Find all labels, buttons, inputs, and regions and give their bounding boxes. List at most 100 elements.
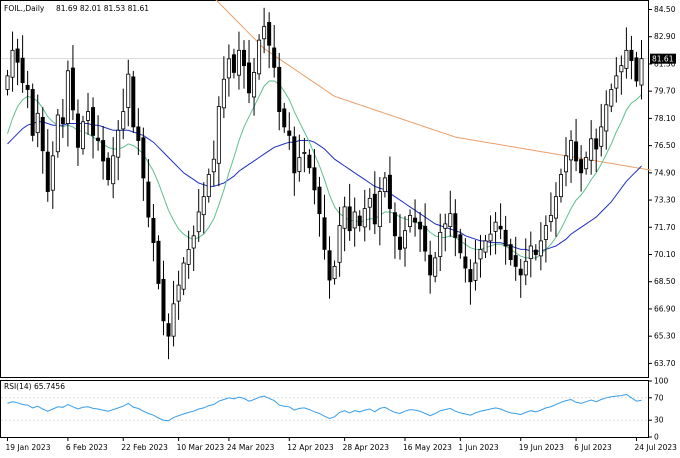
candle-body-up bbox=[448, 213, 453, 227]
price-tick-label: 76.50 bbox=[654, 141, 676, 150]
candle-body-down bbox=[241, 49, 246, 67]
candle-body-up bbox=[564, 155, 569, 173]
candle-body-up bbox=[337, 225, 342, 263]
candle-body-up bbox=[332, 266, 337, 280]
date-axis: 19 Jan 2023 6 Feb 2023 22 Feb 2023 10 Mar 2… bbox=[6, 437, 677, 452]
price-tick-label: 78.10 bbox=[654, 114, 676, 123]
candle-body-down bbox=[25, 84, 30, 90]
candle-body-down bbox=[423, 225, 428, 252]
candle-body-down bbox=[287, 130, 292, 136]
candle-body-down bbox=[146, 181, 151, 218]
candle-body-down bbox=[231, 54, 236, 73]
candle-body-down bbox=[503, 229, 508, 247]
date-tick-label: 12 Apr 2023 bbox=[287, 443, 334, 452]
candle-body-down bbox=[292, 136, 297, 174]
rsi-tick-label: 100 bbox=[654, 377, 669, 386]
price-tick-label: 63.70 bbox=[654, 359, 676, 368]
candle-body-up bbox=[604, 104, 609, 132]
candle-body-up bbox=[438, 231, 443, 257]
candles bbox=[5, 7, 644, 360]
candle-body-down bbox=[513, 255, 518, 267]
last-price-marker: 81.61 bbox=[650, 53, 676, 64]
candle-body-up bbox=[619, 65, 624, 73]
candle-body-up bbox=[236, 49, 241, 76]
candle-body-up bbox=[262, 26, 267, 40]
date-tick-label: 16 May 2023 bbox=[403, 443, 452, 452]
price-tick-label: 71.70 bbox=[654, 223, 676, 232]
candle-body-up bbox=[126, 73, 131, 108]
candle-body-up bbox=[639, 58, 644, 86]
candle-body-up bbox=[403, 230, 408, 249]
symbol-label: FOIL.,Daily bbox=[4, 4, 45, 13]
candle-body-up bbox=[483, 240, 488, 253]
candle-body-up bbox=[221, 78, 226, 109]
date-tick-label: 19 Jun 2023 bbox=[519, 443, 564, 452]
candle-body-down bbox=[428, 254, 433, 276]
candle-body-down bbox=[392, 212, 397, 237]
candle-body-down bbox=[468, 269, 473, 283]
candle-body-down bbox=[282, 108, 287, 128]
candle-body-up bbox=[478, 248, 483, 260]
price-tick-label: 84.50 bbox=[654, 5, 676, 14]
candle-body-down bbox=[418, 221, 423, 230]
candle-body-up bbox=[55, 114, 60, 153]
candle-body-down bbox=[347, 206, 352, 232]
candle-body-up bbox=[226, 58, 231, 79]
candle-body-down bbox=[413, 217, 418, 223]
candle-body-down bbox=[307, 154, 312, 169]
candle-body-up bbox=[538, 240, 543, 257]
candle-body-up bbox=[443, 223, 448, 229]
candle-body-down bbox=[594, 138, 599, 150]
last-price-label: 81.61 bbox=[652, 54, 674, 63]
candle-body-up bbox=[191, 235, 196, 249]
candle-body-down bbox=[106, 157, 111, 181]
candle-body-down bbox=[20, 57, 25, 84]
price-tick-label: 65.30 bbox=[654, 332, 676, 341]
date-tick-label: 24 Mar 2023 bbox=[227, 443, 275, 452]
candle-body-up bbox=[614, 75, 619, 89]
candle-body-down bbox=[70, 67, 75, 111]
rsi-line bbox=[7, 393, 642, 422]
candle-body-down bbox=[60, 117, 65, 124]
candle-body-down bbox=[30, 89, 35, 136]
candle-body-down bbox=[579, 159, 584, 174]
candle-body-down bbox=[45, 151, 50, 192]
candle-body-down bbox=[518, 268, 523, 276]
date-tick-label: 6 Jul 2023 bbox=[574, 443, 612, 452]
date-tick-label: 1 Jun 2023 bbox=[458, 443, 499, 452]
candle-body-up bbox=[599, 126, 604, 147]
candle-body-up bbox=[35, 112, 40, 134]
candle-body-down bbox=[458, 234, 463, 254]
candle-body-down bbox=[161, 278, 166, 322]
candle-body-down bbox=[75, 113, 80, 148]
candle-body-down bbox=[141, 137, 146, 179]
date-tick-label: 22 Feb 2023 bbox=[121, 443, 168, 452]
candle-body-down bbox=[322, 217, 327, 250]
price-tick-label: 74.90 bbox=[654, 168, 676, 177]
candle-body-down bbox=[634, 57, 639, 82]
candle-body-up bbox=[473, 262, 478, 281]
moving-averages bbox=[7, 0, 652, 259]
candle-body-down bbox=[91, 107, 96, 136]
candle-body-up bbox=[196, 211, 201, 233]
price-tick-label: 70.10 bbox=[654, 250, 676, 259]
ohlc-label: 81.69 82.01 81.53 81.61 bbox=[56, 4, 149, 13]
candle-body-down bbox=[387, 174, 392, 209]
candle-body-up bbox=[569, 140, 574, 161]
candle-body-up bbox=[558, 174, 563, 198]
date-tick-label: 19 Jan 2023 bbox=[6, 443, 51, 452]
candle-body-up bbox=[181, 262, 186, 290]
rsi-tick-label: 70 bbox=[654, 393, 664, 402]
candle-body-up bbox=[121, 111, 126, 130]
candle-body-down bbox=[317, 186, 322, 215]
price-tick-label: 79.70 bbox=[654, 87, 676, 96]
candle-body-up bbox=[297, 157, 302, 172]
candle-body-down bbox=[277, 66, 282, 112]
candle-body-up bbox=[50, 155, 55, 191]
candle-body-down bbox=[247, 62, 252, 94]
candle-body-up bbox=[80, 121, 85, 150]
candle-body-up bbox=[186, 248, 191, 265]
candle-body-down bbox=[131, 76, 136, 128]
